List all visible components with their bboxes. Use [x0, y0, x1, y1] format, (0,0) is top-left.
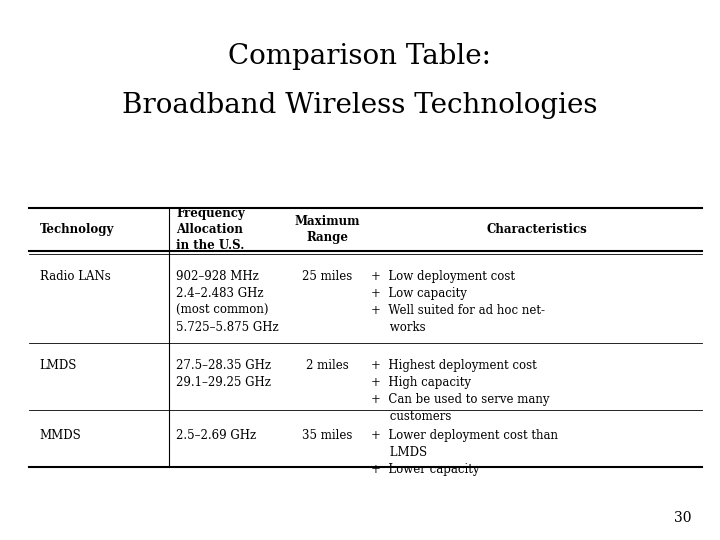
Text: Technology: Technology: [40, 223, 114, 236]
Text: 2.5–2.69 GHz: 2.5–2.69 GHz: [176, 429, 256, 442]
Text: 902–928 MHz
2.4–2.483 GHz
(most common)
5.725–5.875 GHz: 902–928 MHz 2.4–2.483 GHz (most common) …: [176, 270, 279, 334]
Text: Broadband Wireless Technologies: Broadband Wireless Technologies: [122, 92, 598, 119]
Text: 2 miles: 2 miles: [306, 359, 349, 372]
Text: +  Low deployment cost
+  Low capacity
+  Well suited for ad hoc net-
     works: + Low deployment cost + Low capacity + W…: [371, 270, 545, 334]
Text: Maximum
Range: Maximum Range: [295, 215, 360, 244]
Text: 30: 30: [674, 511, 691, 525]
Text: 27.5–28.35 GHz
29.1–29.25 GHz: 27.5–28.35 GHz 29.1–29.25 GHz: [176, 359, 271, 389]
Text: +  Lower deployment cost than
     LMDS
+  Lower capacity: + Lower deployment cost than LMDS + Lowe…: [371, 429, 558, 476]
Text: Radio LANs: Radio LANs: [40, 270, 110, 283]
Text: LMDS: LMDS: [40, 359, 77, 372]
Text: +  Highest deployment cost
+  High capacity
+  Can be used to serve many
     cu: + Highest deployment cost + High capacit…: [371, 359, 549, 423]
Text: Comparison Table:: Comparison Table:: [228, 43, 492, 70]
Text: 25 miles: 25 miles: [302, 270, 353, 283]
Text: Characteristics: Characteristics: [486, 223, 587, 236]
Text: 35 miles: 35 miles: [302, 429, 353, 442]
Text: MMDS: MMDS: [40, 429, 81, 442]
Text: Frequency
Allocation
in the U.S.: Frequency Allocation in the U.S.: [176, 207, 245, 252]
